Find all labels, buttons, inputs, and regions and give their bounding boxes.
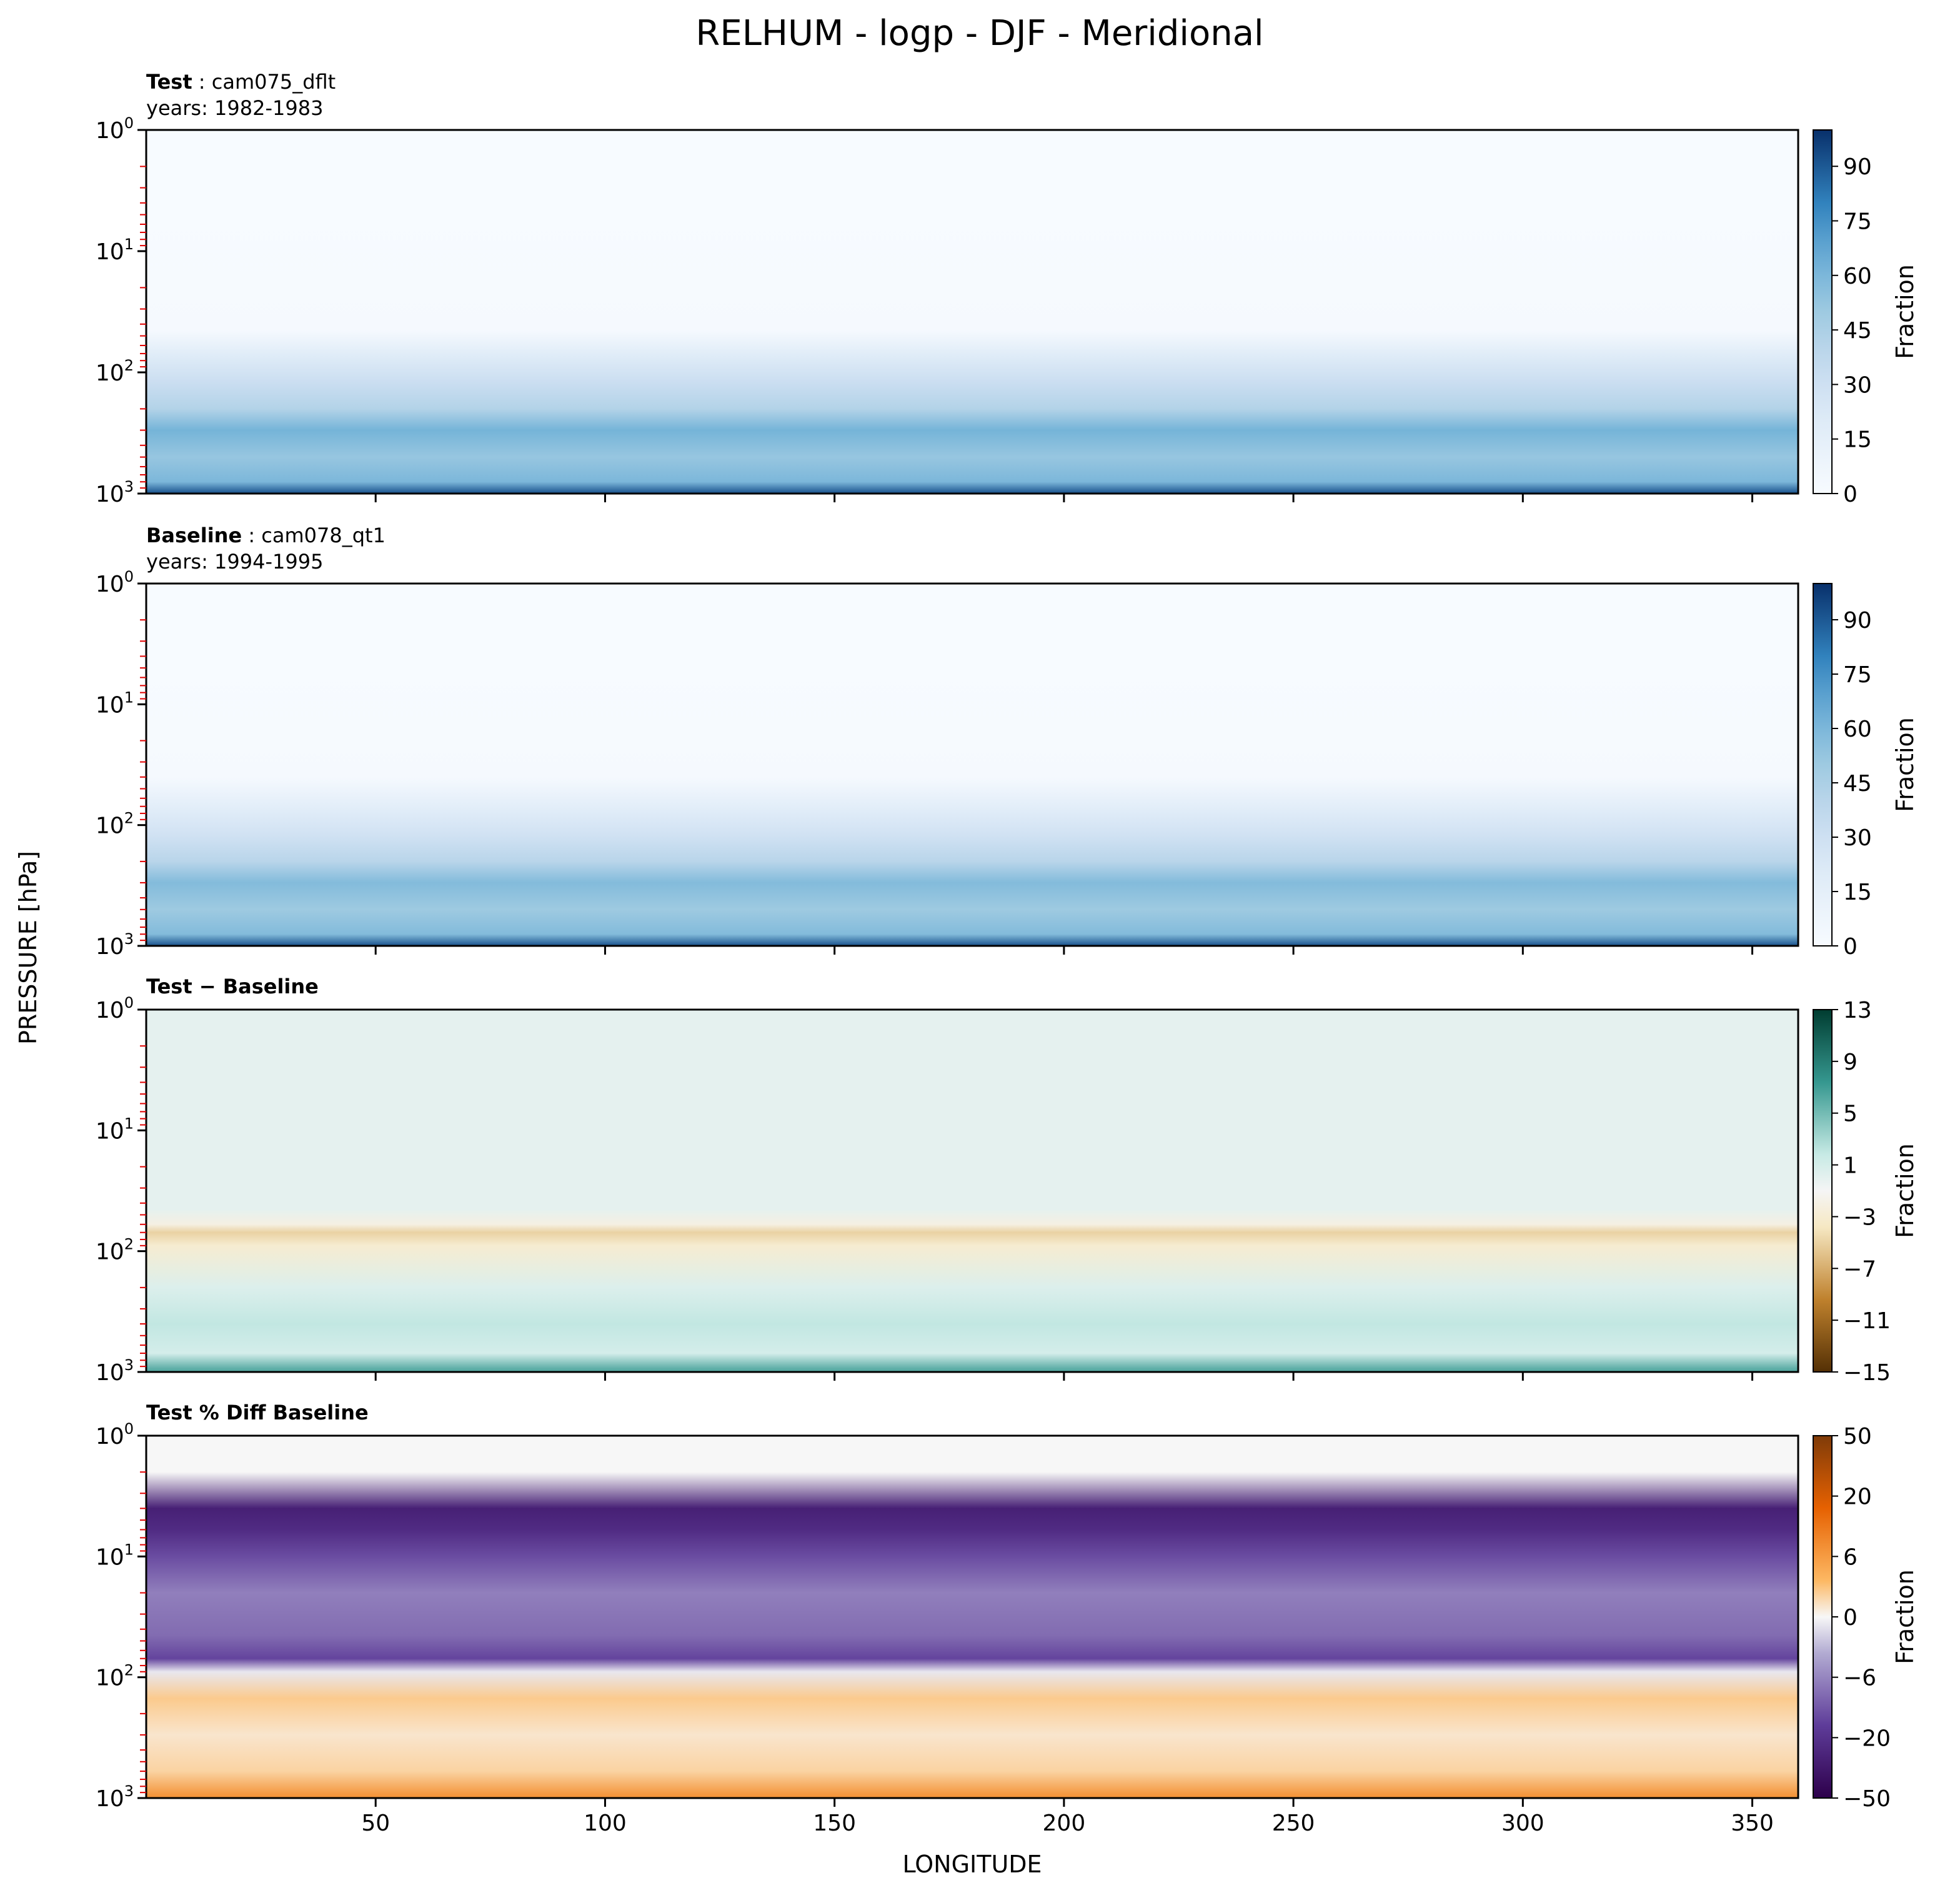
colorbar-label: Fraction [1891,717,1919,812]
panel-header-sep: : [242,524,261,547]
y-tick-label: 100 [96,994,134,1023]
colorbar-scale [1813,583,1833,947]
colorbar-tick-label: 75 [1843,209,1872,235]
y-tick-label: 100 [96,1420,134,1449]
panel-header: Test : cam075_dflt [146,70,336,94]
y-tick-label: 103 [96,1356,134,1386]
colorbar-tick-label: 90 [1843,608,1872,633]
colorbar-tick-label: 20 [1843,1484,1872,1510]
colorbar-diff: −15 −11 −7 −3 1 5 9 13 Fraction [1813,998,1919,1386]
colorbar-label: Fraction [1891,264,1919,359]
colorbar-tick-label: −6 [1843,1666,1876,1691]
colorbar-tick-label: −11 [1843,1308,1891,1334]
panel-years: years: 1994-1995 [146,550,323,574]
y-tick-label: 100 [96,568,134,597]
colorbar-label: Fraction [1891,1569,1919,1664]
colorbar-tick-label: 0 [1843,934,1858,960]
y-tick-label: 102 [96,1236,134,1265]
colorbar-pctdiff: −50 −20 −6 0 6 20 50 Fraction [1813,1424,1919,1812]
panel-header: Baseline : cam078_qt1 [146,524,386,547]
colorbar-tick-label: 9 [1843,1050,1858,1075]
colorbar-scale [1813,1435,1833,1799]
panel-header-case: cam075_dflt [212,70,336,94]
y-tick-label: 101 [96,1115,134,1144]
y-tick-label: 101 [96,236,134,265]
x-tick-label: 250 [1272,1811,1315,1836]
panel-header-bold: Baseline [146,524,242,547]
x-tick-label: 200 [1043,1811,1086,1836]
colorbar-tick-label: 50 [1843,1424,1872,1449]
colorbar-tick-label: 15 [1843,427,1872,453]
y-tick-label: 102 [96,810,134,839]
x-tick-label: 50 [361,1811,390,1836]
colorbar-label: Fraction [1891,1143,1919,1238]
panel-header-bold: Test [146,70,192,94]
colorbar-tick-label: 45 [1843,771,1872,797]
colorbar-tick-label: 30 [1843,372,1872,398]
panel-header: Test − Baseline [146,975,319,998]
colorbar-tick-label: 6 [1843,1544,1858,1570]
colorbar-tick-label: 1 [1843,1153,1858,1179]
field-diff [146,1010,1798,1372]
colorbar-tick-label: 60 [1843,264,1872,289]
panel-pctdiff: Test % Diff Baseline 100 101 102 103 50 100 150… [96,1401,1919,1836]
axes-frame [145,582,1799,947]
colorbar-tick-label: 13 [1843,998,1872,1023]
panel-header-case: cam078_qt1 [261,524,386,547]
colorbar-tick-label: −15 [1843,1360,1891,1386]
y-tick-label: 102 [96,1662,134,1691]
x-tick-label: 350 [1731,1811,1774,1836]
axes-frame [145,1008,1799,1373]
y-tick-label: 101 [96,1541,134,1570]
y-tick-label: 102 [96,357,134,386]
panel-years: years: 1982-1983 [146,96,323,120]
colorbar-tick-label: 5 [1843,1101,1858,1127]
axes-frame [145,129,1799,495]
y-axis-label: PRESSURE [hPa] [14,851,42,1045]
y-tick-label: 103 [96,478,134,507]
colorbar-tick-label: 30 [1843,825,1872,851]
y-tick-label: 100 [96,114,134,144]
x-tick-label: 100 [584,1811,627,1836]
colorbar-tick-label: −50 [1843,1786,1891,1812]
panel-diff: Test − Baseline 100 101 102 103 −15 −11 −7 −3 1 5 9… [96,975,1919,1386]
y-tick-label: 101 [96,688,134,718]
field-test [146,130,1798,494]
colorbar-tick-label: 75 [1843,662,1872,688]
colorbar-tick-label: 60 [1843,717,1872,742]
colorbar-tick-label: −7 [1843,1256,1876,1282]
colorbar-tick-label: 45 [1843,318,1872,344]
panel-header: Test % Diff Baseline [146,1401,369,1424]
panel-header-sep: : [192,70,212,94]
colorbar-scale [1813,1009,1833,1373]
x-tick-label: 300 [1501,1811,1545,1836]
axes-frame [145,1434,1799,1799]
field-baseline [146,584,1798,946]
colorbar-tick-label: −20 [1843,1726,1891,1751]
colorbar-tick-label: 15 [1843,880,1872,905]
x-axis-label: LONGITUDE [902,1851,1042,1878]
colorbar-tick-label: 0 [1843,1605,1858,1631]
colorbar-tick-label: 0 [1843,482,1858,507]
field-pctdiff [146,1436,1798,1798]
colorbar-tick-label: −3 [1843,1205,1876,1230]
colorbar-baseline: 0 15 30 45 60 75 90 Fraction [1813,583,1919,960]
colorbar-tick-label: 90 [1843,154,1872,180]
figure-title: RELHUM - logp - DJF - Meridional [695,13,1263,54]
panel-baseline: Baseline : cam078_qt1 years: 1994-1995 100… [96,524,1919,960]
colorbar-scale [1813,129,1833,494]
x-tick-label: 150 [813,1811,856,1836]
y-tick-label: 103 [96,930,134,960]
colorbar-test: 0 15 30 45 60 75 90 Fraction [1813,129,1919,507]
y-tick-label: 103 [96,1782,134,1812]
